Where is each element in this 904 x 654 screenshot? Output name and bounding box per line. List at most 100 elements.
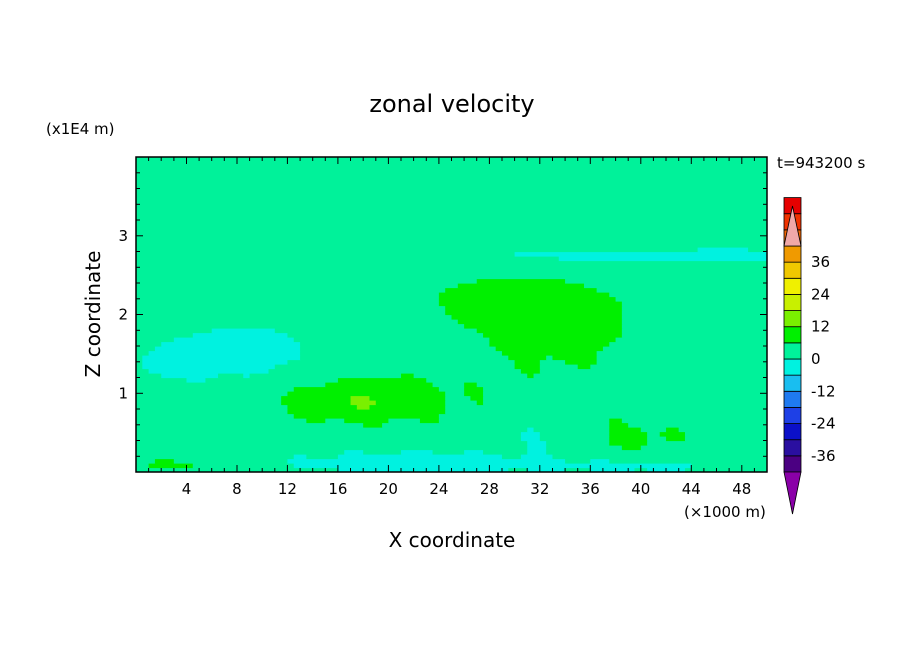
field-cell [136,256,560,262]
field-cell [136,251,516,257]
field-cell [609,427,642,433]
field-cell [136,161,767,167]
field-cell [136,373,162,379]
field-cell [438,386,465,392]
field-cell [136,458,156,464]
field-cell [508,355,547,361]
field-cell [136,202,767,208]
field-cell [697,247,749,253]
field-cell [647,440,767,446]
field-cell [539,359,566,365]
field-cell [520,431,541,437]
field-cell [344,449,364,455]
y-tick-label: 2 [118,306,128,324]
field-cell [136,305,446,311]
field-cell [489,341,610,347]
field-cell [470,395,484,401]
field-cell [640,427,667,433]
field-cell [457,319,623,325]
field-cell [344,418,389,424]
field-cell [590,364,767,370]
field-cell [136,382,326,388]
field-cell [293,413,440,419]
field-cell [684,431,767,437]
x-tick-label: 40 [631,480,650,498]
field-cell [565,359,598,365]
x-tick-label: 16 [328,480,347,498]
field-cell [546,445,623,451]
field-cell [609,458,767,464]
field-cell [401,373,415,379]
field-cell [136,287,446,293]
field-cell [293,337,490,343]
field-cell [154,458,175,464]
field-cell [647,431,661,437]
field-cell [136,247,699,253]
field-cell [136,400,282,406]
field-cell [495,346,604,352]
field-cell [136,332,194,338]
time-label: t=943200 s [777,154,865,172]
x-tick-label: 12 [278,480,297,498]
x-tick-label: 8 [232,480,242,498]
field-cell [476,400,484,406]
field-cell [136,175,767,181]
field-cell [438,413,767,419]
field-cell [457,283,585,289]
colorbar-segment [783,310,802,328]
x-tick-label: 44 [682,480,701,498]
field-cell [136,391,289,397]
field-cell [369,395,446,401]
field-cell [287,391,446,397]
colorbar-segment [783,342,802,360]
field-cell [464,323,623,329]
colorbar-segment [783,294,802,311]
field-cell [464,386,484,392]
field-cell [325,382,434,388]
field-cell [136,436,522,442]
colorbar-tick-label: 0 [811,350,821,368]
field-cell [287,332,484,338]
field-cell [501,350,598,356]
field-cell [300,355,509,361]
x-tick-label: 4 [182,480,192,498]
colorbar-segment [783,423,802,441]
field-cell [136,431,522,437]
field-cell [136,341,162,347]
field-cell [413,373,528,379]
field-cell [483,449,528,455]
field-cell [577,364,591,370]
field-cell [136,427,528,433]
colorbar-tick-label: -36 [811,447,836,465]
field-cell [142,355,301,361]
field-cell [602,346,767,352]
field-cell [136,220,767,226]
colorbar-segment [783,455,802,473]
x-axis-label: X coordinate [389,528,516,552]
field-cell [590,467,636,472]
field-cell [243,373,251,379]
field-cell [136,404,289,410]
field-cell [647,436,667,442]
field-cell [596,350,767,356]
field-cell [609,436,648,442]
field-cell [300,341,490,347]
field-cell [300,346,497,352]
field-cell [514,364,541,370]
field-cell [609,292,767,298]
field-cell [615,296,767,302]
field-cell [419,418,440,424]
field-cell [445,391,465,397]
field-cell [748,247,767,253]
field-cell [590,458,610,464]
field-cell [136,296,440,302]
field-cell [136,418,307,424]
field-cell [445,409,767,415]
field-cell [136,179,767,185]
field-cell [546,355,554,361]
field-cell [621,418,767,424]
field-cell [527,373,535,379]
field-cell [356,404,371,410]
field-cell [489,337,617,343]
colorbar-segment [783,439,802,457]
